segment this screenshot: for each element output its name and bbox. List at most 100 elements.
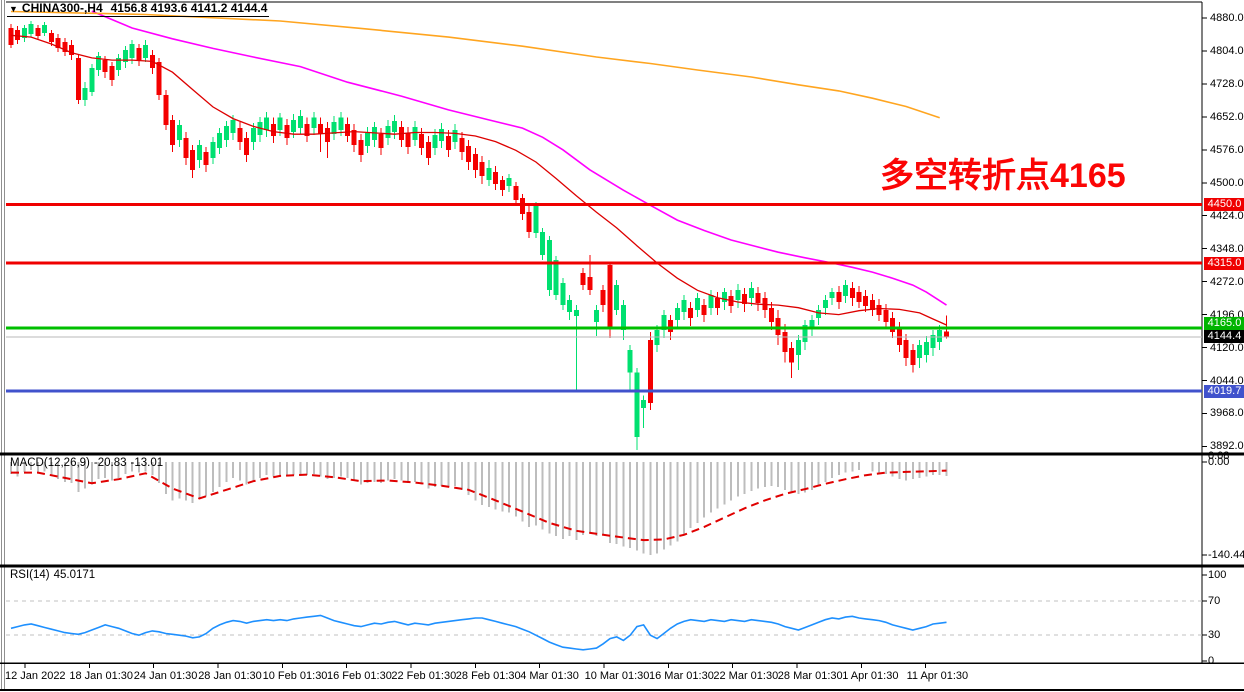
annotation-text: 多空转折点4165 xyxy=(880,157,1126,195)
date-label: 18 Jan 01:30 xyxy=(69,670,134,682)
candle-body xyxy=(486,168,492,181)
rsi-axis-label: 100 xyxy=(1208,569,1227,581)
candle-body xyxy=(829,292,835,299)
candle-body xyxy=(163,94,169,126)
candle-body xyxy=(345,123,350,136)
candle-body xyxy=(519,197,525,215)
date-label: 28 Jan 01:30 xyxy=(198,670,262,682)
price-tick-label: 4804.0 xyxy=(1210,44,1244,57)
candle-body xyxy=(95,56,101,71)
price-tick-label: 4044.0 xyxy=(1210,374,1244,387)
candle-body xyxy=(291,119,297,133)
candle-body xyxy=(903,340,909,358)
candle-body xyxy=(351,129,357,146)
candle-body xyxy=(385,125,391,139)
candle-body xyxy=(849,288,855,299)
candle-body xyxy=(627,350,633,373)
date-label: 10 Mar 01:30 xyxy=(584,670,650,682)
candle-body xyxy=(472,154,478,170)
candle-body xyxy=(459,138,465,152)
candle-body xyxy=(721,292,727,303)
price-tick-label: 3892.0 xyxy=(1210,440,1244,453)
candle-body xyxy=(883,309,889,322)
candle-body xyxy=(943,331,949,337)
candle-body xyxy=(493,171,499,185)
candle-body xyxy=(869,299,875,310)
candle-body xyxy=(789,348,795,363)
candle-body xyxy=(587,276,593,290)
candle-body xyxy=(264,117,270,130)
candle-body xyxy=(143,44,149,58)
candle-body xyxy=(15,30,21,41)
price-tick-label: 4576.0 xyxy=(1210,143,1244,156)
candle-body xyxy=(170,119,176,146)
ohlc-values: 4156.8 4193.6 4141.2 4144.4 xyxy=(110,1,268,15)
price-tick-label: 4120.0 xyxy=(1210,341,1244,354)
symbol-header[interactable]: ▼ CHINA300-,H4 4156.8 4193.6 4141.2 4144.4 xyxy=(7,1,270,17)
candle-body xyxy=(21,27,27,38)
date-label: 12 Jan 2022 xyxy=(5,670,66,682)
candle-body xyxy=(937,329,943,342)
price-tick-label: 4880.0 xyxy=(1210,12,1244,24)
candle-body xyxy=(843,285,849,296)
macd-axis-max-label: 0.08 xyxy=(1208,450,1230,462)
candle-body xyxy=(506,178,512,186)
candle-body xyxy=(768,308,774,322)
candle-body xyxy=(28,24,34,35)
date-label: 4 Mar 01:30 xyxy=(520,670,579,682)
price-badge-4450.0: 4450.0 xyxy=(1204,197,1244,211)
candle-body xyxy=(917,344,923,358)
candle-body xyxy=(661,315,667,330)
candle-body xyxy=(573,309,579,316)
candle-body xyxy=(674,308,680,320)
candle-body xyxy=(331,122,337,135)
candle-body xyxy=(775,318,781,335)
candle-body xyxy=(681,299,687,313)
candle-body xyxy=(365,132,371,146)
price-tick-label: 3968.0 xyxy=(1210,407,1244,420)
rsi-line xyxy=(10,614,947,651)
date-label: 24 Jan 01:30 xyxy=(133,670,198,682)
candle-body xyxy=(75,57,81,100)
candle-body xyxy=(863,295,869,306)
date-label: 16 Mar 01:30 xyxy=(649,670,714,682)
price-badge-4165.0: 4165.0 xyxy=(1204,317,1244,331)
candle-body xyxy=(600,289,606,306)
candle-body xyxy=(217,132,223,149)
candle-body xyxy=(668,319,674,332)
date-label: 28 Feb 01:30 xyxy=(455,670,521,682)
candle-body xyxy=(297,116,303,129)
price-badge-4019.7: 4019.7 xyxy=(1204,384,1244,398)
ma-mid-line xyxy=(91,10,947,306)
rsi-axis-label: 70 xyxy=(1208,594,1221,607)
window-left-border-inner xyxy=(4,0,5,689)
candle-body xyxy=(816,309,822,319)
macd-main-value: -20.83 xyxy=(93,457,127,469)
candle-body xyxy=(466,145,472,162)
candle-body xyxy=(782,331,788,352)
candle-body xyxy=(196,145,202,160)
price-tick-label: 4728.0 xyxy=(1210,77,1244,90)
date-label: 22 Feb 01:30 xyxy=(391,670,457,682)
candle-body xyxy=(250,128,256,143)
candle-body xyxy=(89,67,95,93)
candle-body xyxy=(694,298,700,310)
candle-body xyxy=(223,125,229,140)
candle-body xyxy=(230,119,236,133)
candle-body xyxy=(102,60,108,73)
candle-body xyxy=(109,66,115,81)
candle-body xyxy=(311,117,317,129)
candle-body xyxy=(560,282,566,306)
candle-body xyxy=(614,285,620,310)
macd-signal-line xyxy=(11,469,947,542)
candle-body xyxy=(634,372,640,437)
candle-body xyxy=(8,27,14,45)
candle-body xyxy=(277,117,283,130)
date-label: 28 Mar 01:30 xyxy=(777,670,843,682)
ma-fast-line xyxy=(10,34,947,326)
rsi-axis-label: 30 xyxy=(1208,629,1221,642)
symbol-dropdown-icon[interactable]: ▼ xyxy=(9,4,18,14)
candle-body xyxy=(607,265,613,328)
candle-body xyxy=(890,318,896,332)
